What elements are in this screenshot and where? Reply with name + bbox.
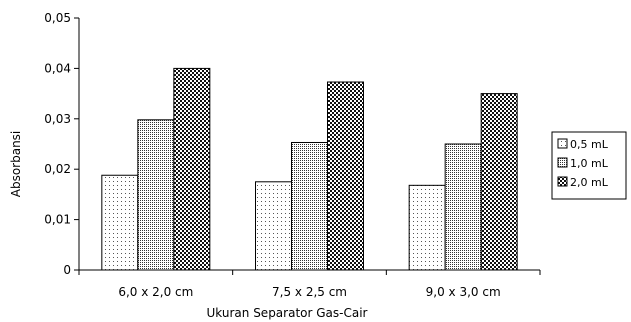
x-tick-label: 7,5 x 2,5 cm [272, 285, 347, 299]
bar [327, 81, 364, 271]
x-tick-label: 6,0 x 2,0 cm [118, 285, 193, 299]
bar [101, 174, 139, 271]
legend-swatch [557, 176, 568, 187]
legend-swatch [557, 157, 568, 168]
legend-label: 1,0 mL [570, 157, 609, 170]
bar [255, 181, 292, 271]
bar [137, 119, 175, 271]
y-tick-label: 0,05 [44, 11, 71, 25]
legend-swatch [557, 138, 568, 149]
x-axis: 6,0 x 2,0 cm 7,5 x 2,5 cm 9,0 x 3,0 cm [78, 269, 541, 299]
y-tick-label: 0 [63, 263, 71, 277]
y-tick-label: 0,02 [44, 162, 71, 176]
y-tick-label: 0,01 [44, 213, 71, 227]
bar [173, 67, 211, 271]
bar [408, 184, 446, 271]
y-axis-label: Absorbansi [9, 131, 23, 198]
bar [444, 143, 482, 271]
legend: 0,5 mL 1,0 mL 2,0 mL [551, 131, 627, 200]
bar [291, 141, 328, 271]
x-tick-label: 9,0 x 3,0 cm [426, 285, 501, 299]
y-tick-label: 0,04 [44, 61, 71, 75]
y-tick-label: 0,03 [44, 112, 71, 126]
legend-label: 0,5 mL [570, 138, 609, 151]
x-axis-label: Ukuran Separator Gas-Cair [207, 306, 368, 320]
bars [101, 67, 518, 271]
y-axis: 0 0,01 0,02 0,03 0,04 0,05 [44, 11, 80, 277]
bar [480, 93, 518, 271]
legend-label: 2,0 mL [570, 176, 609, 189]
